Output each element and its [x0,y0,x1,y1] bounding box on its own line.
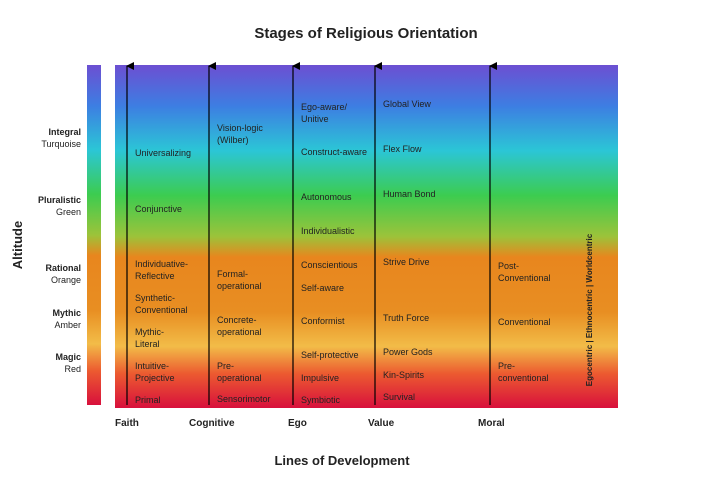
stage-label: Survival [383,392,416,402]
altitude-color: Red [64,364,81,374]
stage-label: Post- Conventional [498,261,551,283]
altitude-color: Orange [50,275,81,285]
stage-label: Kin-Spirits [383,370,425,380]
line-name: Value [368,418,395,429]
altitude-name: Magic [55,352,81,362]
stage-label: Primal [135,395,161,405]
stage-label: Conscientious [301,260,358,270]
stage-label: Global View [383,99,431,109]
stage-label: Power Gods [383,347,433,357]
stage-label: Pre- operational [217,361,262,383]
stage-label: Universalizing [135,148,192,158]
stage-label: Conformist [301,316,345,326]
title: Stages of Religious Orientation [254,25,478,42]
stage-label: Sensorimotor [217,394,271,404]
stage-label: Self-aware [301,283,345,293]
altitude-name: Pluralistic [37,195,81,205]
stage-label: Vision-logic (Wilber) [217,123,263,145]
stage-label: Synthetic- Conventional [135,293,188,315]
altitude-name: Mythic [52,308,81,318]
line-name: Moral [478,418,505,429]
altitude-bar [87,65,101,405]
stage-label: Truth Force [383,313,430,323]
line-name: Faith [115,418,139,429]
altitude-name: Integral [48,127,81,137]
line-name: Ego [288,418,307,429]
altitude-color: Green [55,207,81,217]
line-name: Cognitive [189,418,235,429]
stage-label: Strive Drive [383,257,430,267]
stage-label: Symbiotic [301,395,341,405]
stage-label: Flex Flow [383,144,422,154]
stage-label: Individualistic [301,226,355,236]
altitude-color: Turquoise [41,139,81,149]
perspective-label: Egocentric | Ethnocentric | Worldcentric [585,233,594,387]
stage-label: Concrete- operational [217,315,262,337]
stage-label: Conjunctive [135,204,183,214]
x-axis-label: Lines of Development [274,453,410,468]
stage-label: Conventional [498,317,551,327]
stage-label: Formal- operational [217,269,262,291]
stage-label: Intuitive- Projective [135,361,175,383]
altitude-color: Amber [54,320,81,330]
altitude-name: Rational [45,263,81,273]
stage-label: Self-protective [301,350,359,360]
stage-label: Impulsive [301,373,340,383]
spectrum [115,65,618,408]
stage-label: Autonomous [301,192,352,202]
stage-label: Individuative- Reflective [135,259,189,281]
stage-label: Ego-aware/ Unitive [301,102,348,124]
stage-label: Mythic- Literal [135,327,164,349]
stage-label: Human Bond [383,189,436,199]
stage-label: Pre- conventional [498,361,549,383]
stage-label: Construct-aware [301,147,368,157]
